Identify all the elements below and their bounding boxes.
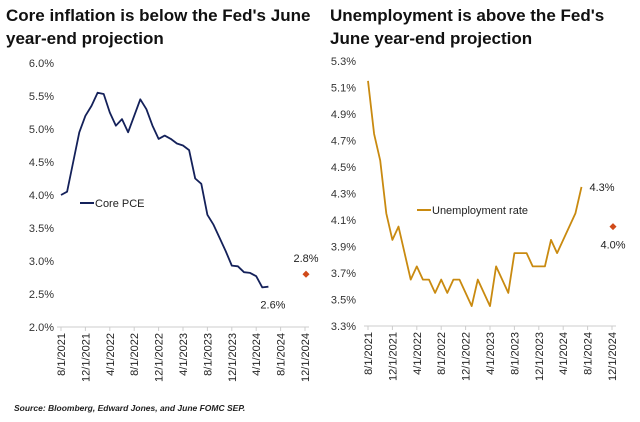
y-tick-label: 6.0% xyxy=(29,58,54,70)
legend-label: Core PCE xyxy=(95,198,145,210)
y-tick-label: 4.1% xyxy=(331,215,356,227)
end-value-label: 2.6% xyxy=(260,300,285,312)
series-line-unemployment xyxy=(367,80,583,308)
projection-label: 4.0% xyxy=(600,240,625,252)
x-tick-label: 4/1/2022 xyxy=(105,333,117,376)
projection-marker xyxy=(609,223,617,231)
x-tick-label: 8/1/2021 xyxy=(56,333,68,376)
y-tick-label: 3.9% xyxy=(331,242,356,254)
y-tick-label: 3.3% xyxy=(331,321,356,333)
x-tick-label: 8/1/2024 xyxy=(583,332,595,375)
x-tick-label: 8/1/2022 xyxy=(436,332,448,375)
x-tick-label: 4/1/2023 xyxy=(178,333,190,376)
y-tick-label: 4.5% xyxy=(29,157,54,169)
x-tick-label: 12/1/2022 xyxy=(461,332,473,381)
x-tick-label: 4/1/2022 xyxy=(412,332,424,375)
y-tick-label: 4.9% xyxy=(331,109,356,121)
chart-title-inflation: Core inflation is below the Fed's June y… xyxy=(6,6,311,48)
series-line-core-pce xyxy=(60,91,269,289)
x-tick-label: 8/1/2021 xyxy=(363,332,375,375)
projection-label: 2.8% xyxy=(293,253,318,265)
y-tick-label: 5.3% xyxy=(331,56,356,68)
x-tick-label: 4/1/2024 xyxy=(558,332,570,375)
x-tick-label: 12/1/2021 xyxy=(80,333,92,382)
legend-label: Unemployment rate xyxy=(432,205,528,217)
x-tick-label: 8/1/2024 xyxy=(276,333,288,376)
end-value-label: 4.3% xyxy=(590,182,615,194)
y-tick-label: 3.0% xyxy=(29,256,54,268)
y-tick-label: 3.5% xyxy=(29,223,54,235)
y-tick-label: 2.5% xyxy=(29,289,54,301)
projection-marker xyxy=(302,270,310,278)
chart-title-unemployment: Unemployment is above the Fed's June yea… xyxy=(330,6,605,48)
x-tick-label: 12/1/2023 xyxy=(227,333,239,382)
x-tick-label: 4/1/2024 xyxy=(251,333,263,376)
y-tick-label: 5.1% xyxy=(331,83,356,95)
y-tick-label: 3.7% xyxy=(331,268,356,280)
y-tick-label: 4.7% xyxy=(331,136,356,148)
y-tick-label: 2.0% xyxy=(29,322,54,334)
y-tick-label: 5.5% xyxy=(29,91,54,103)
x-tick-label: 12/1/2022 xyxy=(154,333,166,382)
y-tick-label: 4.0% xyxy=(29,190,54,202)
y-tick-label: 5.0% xyxy=(29,124,54,136)
x-tick-label: 12/1/2024 xyxy=(300,333,312,382)
x-tick-label: 12/1/2024 xyxy=(607,332,619,381)
x-tick-label: 12/1/2023 xyxy=(534,332,546,381)
y-tick-label: 3.5% xyxy=(331,295,356,307)
x-tick-label: 8/1/2023 xyxy=(509,332,521,375)
y-tick-label: 4.3% xyxy=(331,189,356,201)
x-tick-label: 4/1/2023 xyxy=(485,332,497,375)
source-note: Source: Bloomberg, Edward Jones, and Jun… xyxy=(14,403,246,413)
y-tick-label: 4.5% xyxy=(331,162,356,174)
x-tick-label: 8/1/2023 xyxy=(202,333,214,376)
x-tick-label: 8/1/2022 xyxy=(129,333,141,376)
x-tick-label: 12/1/2021 xyxy=(387,332,399,381)
